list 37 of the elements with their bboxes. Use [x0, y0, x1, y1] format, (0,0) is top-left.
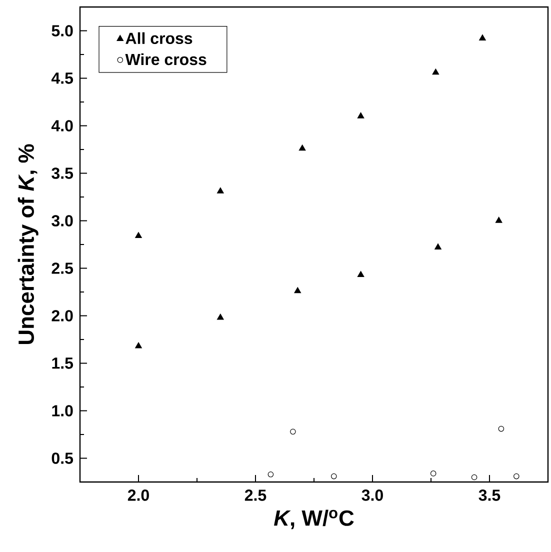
point — [330, 473, 337, 480]
x-tick-label: 3.0 — [362, 490, 383, 501]
point — [294, 287, 302, 294]
point — [357, 271, 364, 277]
point — [514, 473, 520, 480]
x-tick-label: 2.5 — [244, 490, 266, 501]
y-tick-label: 2.5 — [52, 262, 74, 274]
y-tick-label: 4.5 — [51, 72, 74, 84]
legend-label: Wire cross — [125, 53, 206, 66]
y-tick-label: 5.0 — [52, 25, 73, 36]
point — [495, 216, 502, 223]
point — [135, 342, 142, 348]
y-tick-label: 3.0 — [52, 215, 73, 226]
point — [135, 232, 142, 238]
point — [298, 144, 306, 151]
x-tick-label: 3.5 — [478, 490, 500, 501]
y-tick-label: 0.5 — [52, 452, 74, 464]
y-tick-label: 1.0 — [52, 405, 73, 416]
point — [290, 428, 296, 435]
y-tick-label: 4.0 — [51, 120, 73, 132]
x-axis-title: K, W/$^{o}$C — [274, 510, 354, 530]
point — [434, 243, 442, 250]
point — [432, 68, 440, 75]
point — [216, 187, 224, 194]
y-tick-label: 1.5 — [52, 358, 74, 369]
point — [430, 470, 436, 476]
point — [498, 426, 504, 432]
x-tick-label: 2.0 — [128, 490, 149, 501]
y-axis-title: Uncertainty of K, % — [18, 144, 38, 344]
legend-label: All cross — [126, 32, 192, 44]
point — [268, 471, 274, 478]
y-tick-label: 3.5 — [52, 168, 74, 179]
point — [357, 112, 364, 118]
point — [216, 314, 224, 320]
point — [471, 474, 478, 480]
y-tick-label: 2.0 — [52, 310, 73, 322]
point — [479, 34, 486, 40]
